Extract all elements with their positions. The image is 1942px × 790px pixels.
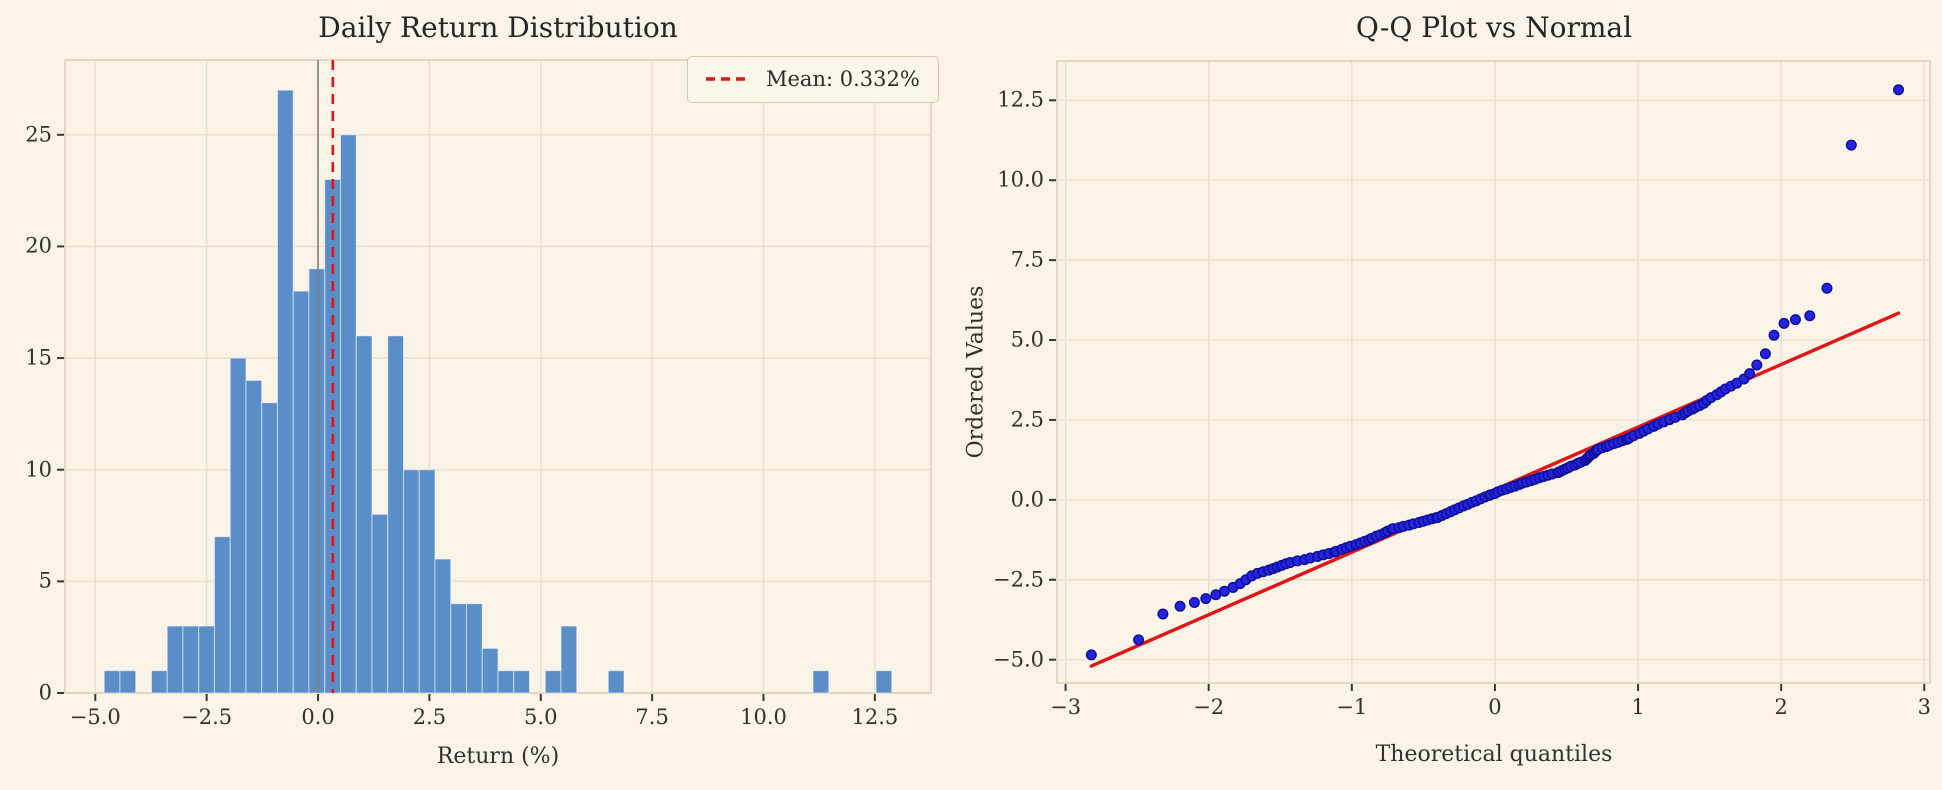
qq-point	[1821, 282, 1833, 294]
qq-point	[1804, 310, 1816, 322]
x-tick-label: 2	[1774, 695, 1788, 719]
histogram-bar	[292, 290, 310, 694]
legend-label: Mean: 0.332%	[766, 67, 920, 91]
grid-lines	[1057, 61, 1930, 683]
y-tick-label: 10	[25, 457, 52, 482]
histogram-bar	[166, 625, 184, 694]
histogram-bar	[339, 134, 357, 694]
histogram-bar	[434, 558, 452, 694]
y-tick-label: 5	[38, 568, 52, 593]
y-tick-label: 0.0	[1010, 487, 1044, 512]
qq-point	[1133, 634, 1145, 646]
histogram-title: Daily Return Distribution	[318, 11, 678, 44]
y-tick-label: −2.5	[993, 567, 1044, 592]
qq-point	[1188, 596, 1200, 608]
x-tick-label: 0.0	[301, 705, 335, 729]
histogram-bar	[276, 89, 294, 694]
histogram-bar	[465, 603, 483, 694]
qq-title: Q-Q Plot vs Normal	[1355, 11, 1633, 44]
histogram-bar	[119, 670, 137, 694]
qq-point	[1751, 359, 1763, 371]
histogram-bar	[229, 357, 247, 694]
qq-point	[1778, 317, 1790, 329]
histogram-bar	[418, 469, 436, 694]
y-tick-label: 7.5	[1010, 247, 1044, 272]
histogram-bar	[103, 670, 121, 694]
y-tick-label: 20	[25, 233, 52, 258]
histogram-plot	[57, 59, 932, 701]
histogram-bar	[261, 402, 278, 694]
x-tick-label: 7.5	[635, 705, 669, 729]
y-tick-label: 15	[25, 345, 52, 370]
qq-point	[1157, 608, 1169, 620]
histogram-bar	[560, 625, 578, 694]
x-tick-label: 12.5	[851, 705, 899, 729]
y-tick-label: 25	[25, 122, 52, 147]
grid-lines	[65, 60, 931, 694]
histogram-bar	[513, 670, 531, 694]
qq-point	[1893, 84, 1905, 96]
x-tick-label: −5.0	[69, 705, 121, 729]
histogram-bars	[103, 89, 893, 694]
histogram-bar	[355, 335, 373, 694]
legend: Mean: 0.332%	[687, 56, 939, 103]
y-tick-label: 2.5	[1010, 407, 1044, 432]
histogram-bar	[481, 647, 499, 694]
histogram-bar	[607, 670, 625, 694]
plot-border	[1056, 60, 1931, 684]
qq-ylabel: Ordered Values	[963, 285, 989, 459]
histogram-bar	[371, 513, 389, 694]
qq-xlabel: Theoretical quantiles	[1375, 742, 1613, 767]
qq-plot	[1049, 60, 1931, 691]
x-tick-label: 0	[1488, 695, 1502, 719]
histogram-bar	[387, 335, 404, 694]
x-tick-label: −3	[1050, 695, 1082, 719]
x-tick-label: −2.5	[181, 705, 233, 729]
qq-point	[1789, 314, 1801, 326]
qq-point	[1744, 368, 1756, 380]
qq-point	[1768, 329, 1780, 341]
histogram-bar	[213, 536, 231, 694]
histogram-bar	[812, 670, 830, 694]
histogram-xlabel: Return (%)	[436, 744, 560, 769]
qq-point	[1200, 593, 1212, 605]
x-tick-label: −2	[1193, 695, 1225, 719]
y-tick-label: 12.5	[997, 87, 1044, 112]
x-tick-label: 1	[1631, 695, 1645, 719]
x-tick-label: 5.0	[524, 705, 558, 729]
y-tick-label: 10.0	[997, 167, 1044, 192]
y-tick-label: 0	[38, 680, 52, 705]
histogram-bar	[450, 603, 467, 694]
histogram-bar	[544, 670, 562, 694]
x-tick-label: 2.5	[412, 705, 447, 729]
x-tick-label: 3	[1917, 695, 1931, 719]
x-tick-label: −1	[1336, 695, 1368, 719]
qq-point	[1174, 600, 1186, 612]
histogram-bar	[150, 670, 168, 694]
plot-border	[64, 59, 932, 694]
histogram-bar	[402, 469, 420, 694]
histogram-bar	[182, 625, 200, 694]
qq-point	[1845, 139, 1857, 151]
tick-marks	[1049, 99, 1926, 691]
x-tick-label: 10.0	[740, 705, 787, 729]
histogram-bar	[875, 670, 893, 694]
y-tick-label: 5.0	[1010, 327, 1044, 352]
qq-point	[1759, 348, 1771, 360]
qq-point	[1085, 649, 1097, 661]
histogram-bar	[198, 625, 215, 694]
qq-points	[1085, 84, 1905, 661]
y-tick-label: −5.0	[993, 647, 1044, 672]
tick-marks	[57, 133, 876, 701]
histogram-bar	[497, 670, 515, 694]
mean-line-legend-sample	[706, 77, 750, 81]
histogram-bar	[308, 268, 326, 694]
histogram-bar	[245, 379, 263, 694]
